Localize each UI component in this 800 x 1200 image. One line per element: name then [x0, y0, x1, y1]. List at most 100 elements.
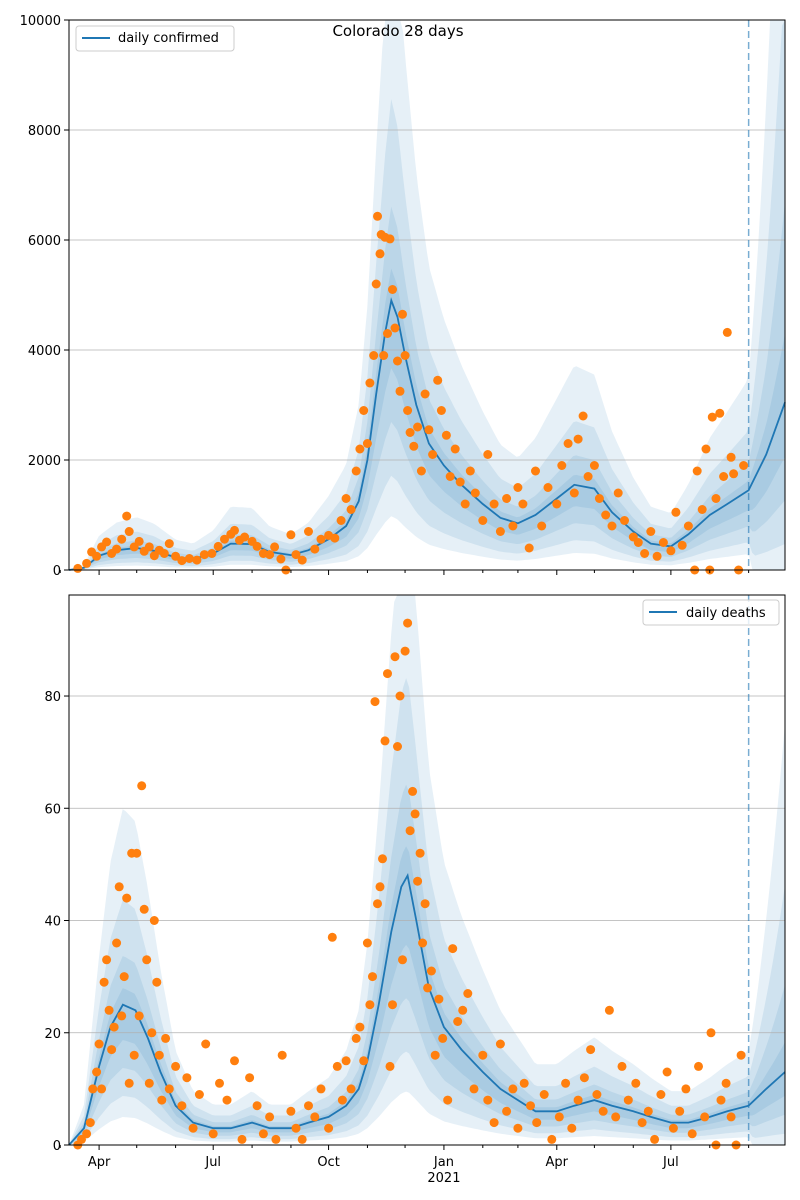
- deaths-x-tick-sublabel-3: 2021: [427, 1171, 460, 1186]
- deaths-point-92: [430, 1050, 440, 1060]
- deaths-point-22: [134, 1011, 144, 1021]
- confirmed-point-132: [729, 469, 739, 479]
- confirmed-point-84: [465, 466, 475, 476]
- deaths-point-34: [171, 1061, 181, 1071]
- deaths-point-107: [513, 1123, 523, 1133]
- deaths-point-105: [502, 1106, 512, 1116]
- deaths-band-3: [69, 846, 785, 1145]
- deaths-point-99: [463, 989, 473, 998]
- confirmed-legend: daily confirmed: [75, 25, 235, 52]
- deaths-point-129: [656, 1090, 666, 1099]
- confirmed-point-26: [220, 534, 229, 544]
- confirmed-point-127: [711, 494, 721, 503]
- deaths-point-23: [137, 781, 147, 791]
- confirmed-point-0: [73, 563, 83, 573]
- deaths-point-86: [413, 876, 423, 886]
- confirmed-point-100: [563, 439, 573, 448]
- deaths-point-3: [85, 1118, 95, 1128]
- deaths-point-8: [99, 977, 109, 987]
- confirmed-point-25: [213, 541, 223, 551]
- confirmed-point-123: [697, 505, 707, 514]
- deaths-point-119: [592, 1090, 602, 1099]
- confirmed-point-47: [341, 494, 351, 503]
- deaths-point-130: [662, 1067, 672, 1077]
- deaths-point-37: [188, 1123, 198, 1133]
- deaths-y-tick-label-60: 60: [44, 802, 61, 817]
- deaths-observed-points: [73, 618, 746, 1150]
- confirmed-point-115: [652, 551, 662, 561]
- deaths-point-59: [332, 1061, 342, 1071]
- confirmed-point-74: [420, 389, 430, 399]
- deaths-point-74: [383, 669, 392, 679]
- deaths-y-tick-label-80: 80: [44, 690, 61, 705]
- deaths-point-128: [650, 1134, 660, 1144]
- deaths-point-13: [112, 938, 122, 948]
- deaths-point-79: [395, 691, 405, 701]
- deaths-x-tick-label-3: Jan: [433, 1155, 454, 1170]
- confirmed-point-61: [383, 329, 392, 338]
- confirmed-point-72: [413, 422, 423, 432]
- deaths-band-1: [69, 678, 785, 1145]
- confirmed-point-87: [483, 450, 493, 459]
- deaths-point-24: [139, 904, 149, 914]
- confirmed-point-124: [701, 444, 711, 454]
- confirmed-point-90: [502, 494, 512, 503]
- confirmed-point-93: [518, 499, 528, 509]
- deaths-point-122: [611, 1112, 621, 1122]
- deaths-point-136: [700, 1112, 710, 1122]
- confirmed-point-96: [537, 521, 547, 531]
- deaths-point-45: [245, 1073, 255, 1083]
- deaths-point-82: [403, 618, 413, 628]
- confirmed-axes-frame: [68, 19, 786, 571]
- deaths-point-114: [561, 1078, 571, 1088]
- confirmed-point-131: [726, 452, 736, 462]
- deaths-point-56: [316, 1084, 326, 1094]
- deaths-line: [68, 873, 786, 1146]
- deaths-point-64: [355, 1022, 365, 1032]
- deaths-point-124: [623, 1095, 633, 1105]
- confirmed-point-129: [719, 472, 729, 481]
- confirmed-point-97: [543, 483, 553, 492]
- confirmed-point-122: [692, 466, 702, 476]
- confirmed-point-108: [607, 521, 617, 531]
- deaths-gridlines: [69, 695, 785, 1034]
- deaths-legend: daily deaths: [642, 599, 780, 626]
- deaths-x-tick-label-2: Oct: [317, 1155, 339, 1170]
- confirmed-point-9: [122, 511, 132, 521]
- confirmed-point-89: [495, 527, 505, 536]
- confirmed-point-104: [583, 472, 593, 481]
- deaths-point-141: [726, 1112, 736, 1122]
- deaths-y-tick-label-40: 40: [44, 915, 61, 930]
- deaths-point-97: [453, 1017, 463, 1026]
- deaths-point-63: [351, 1033, 361, 1043]
- confirmed-y-tick-label-10000: 10000: [20, 14, 61, 29]
- confirmed-point-102: [573, 434, 583, 444]
- deaths-point-57: [324, 1123, 334, 1133]
- deaths-point-123: [617, 1061, 627, 1071]
- deaths-point-126: [637, 1118, 647, 1128]
- confirmed-point-67: [398, 309, 407, 319]
- confirmed-point-35: [270, 542, 280, 552]
- deaths-point-38: [194, 1090, 204, 1099]
- deaths-point-36: [182, 1073, 192, 1083]
- confirmed-point-126: [707, 412, 717, 422]
- confirmed-point-92: [513, 483, 523, 492]
- deaths-point-102: [483, 1095, 493, 1105]
- deaths-point-133: [681, 1084, 691, 1094]
- deaths-point-44: [237, 1134, 247, 1144]
- confirmed-observed-points: [73, 211, 749, 575]
- confirmed-point-23: [199, 550, 209, 560]
- confirmed-point-42: [310, 544, 320, 554]
- deaths-point-91: [426, 966, 436, 976]
- deaths-axes-frame: [68, 594, 786, 1146]
- confirmed-point-77: [433, 375, 443, 385]
- confirmed-point-19: [171, 551, 181, 561]
- deaths-point-39: [201, 1039, 211, 1049]
- confirmed-point-73: [416, 466, 426, 476]
- deaths-point-5: [92, 1067, 102, 1077]
- confirmed-point-94: [524, 543, 534, 553]
- confirmed-point-71: [409, 441, 419, 451]
- confirmed-point-3: [92, 551, 102, 561]
- confirmed-point-98: [552, 499, 562, 509]
